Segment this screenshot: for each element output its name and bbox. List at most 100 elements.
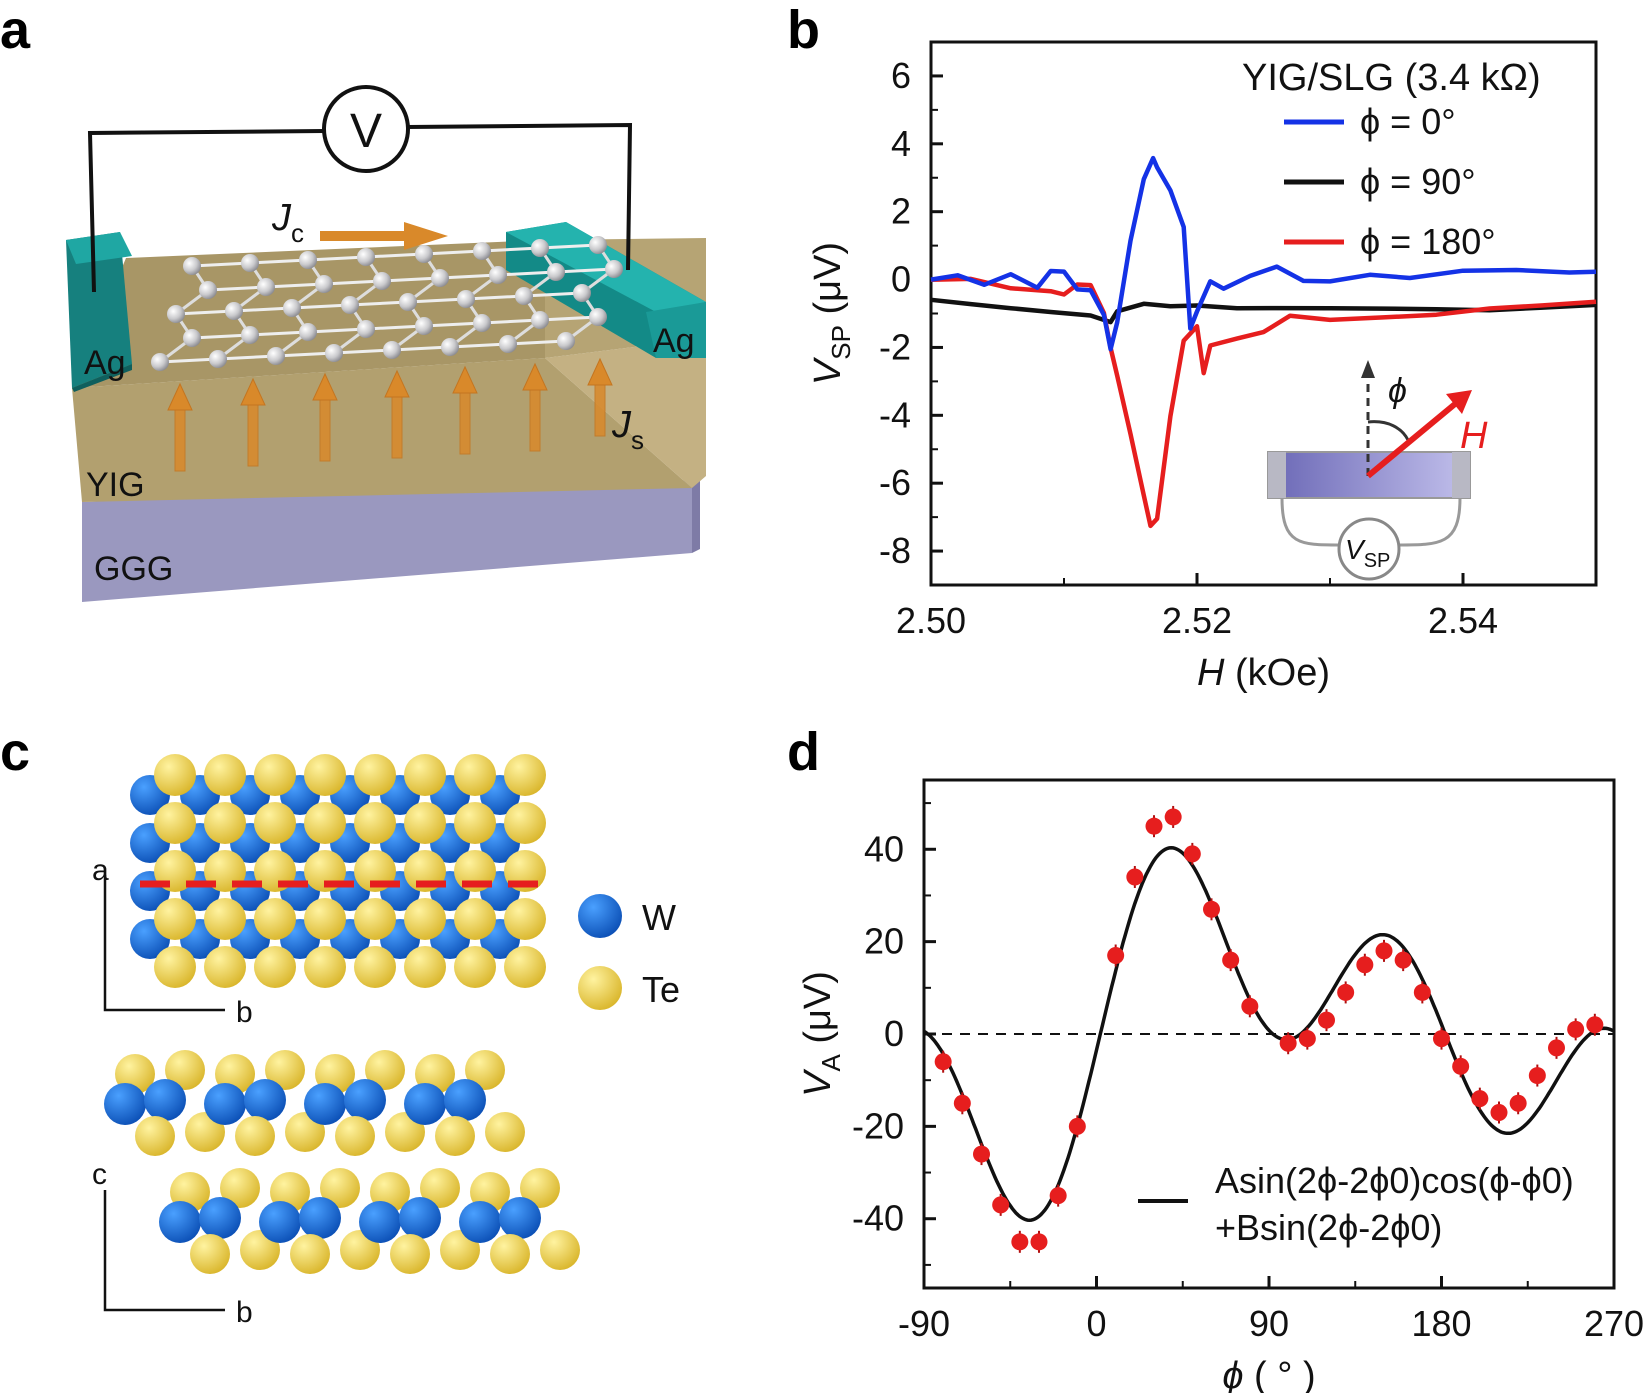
legend-te-swatch <box>578 966 622 1010</box>
te-atom <box>304 802 346 844</box>
panel-a-label: a <box>0 0 31 60</box>
series-line-phi-0 <box>930 155 1597 352</box>
carbon-atom <box>383 341 401 359</box>
te-atom <box>204 898 246 940</box>
inset-phi-label: ϕ <box>1388 372 1407 410</box>
te-atom <box>320 1168 360 1208</box>
te-atom <box>354 802 396 844</box>
te-atom <box>354 946 396 988</box>
spin-arrow <box>240 377 266 467</box>
data-point <box>1567 1020 1585 1038</box>
chart-b: 2.50 2.52 2.54 6 4 2 0 -2 -4 -6 -8 H (kOe) VSP (μV) <box>807 40 1598 694</box>
carbon-atom <box>283 299 301 317</box>
data-point <box>1337 983 1355 1001</box>
panel-b: b 2.50 2.52 2.54 6 4 2 0 -2 -4 -6 -8 H (kOe) VSP (μV… <box>787 0 1598 694</box>
voltmeter-label: V <box>350 105 382 158</box>
data-point <box>1318 1011 1335 1029</box>
carbon-atom <box>605 260 623 278</box>
spin-arrow <box>522 362 548 452</box>
w-atom <box>399 1197 441 1239</box>
y-tick-label: -20 <box>852 1105 904 1146</box>
legend-label: ϕ = 180° <box>1360 221 1496 262</box>
x-tick-label: 2.50 <box>896 600 966 641</box>
carbon-atom <box>557 332 575 350</box>
graphene-bond <box>539 315 599 322</box>
graphene-bond <box>365 252 425 259</box>
data-point <box>1375 942 1393 960</box>
y-tick-label: -4 <box>879 394 911 435</box>
carbon-atom <box>489 266 507 284</box>
graphene-bond <box>307 327 367 334</box>
te-atom <box>204 946 246 988</box>
spin-arrow <box>384 369 410 459</box>
y-tick-label: 20 <box>864 921 904 962</box>
carbon-atom <box>225 302 243 320</box>
data-point <box>1548 1039 1565 1057</box>
carbon-atom <box>531 311 549 329</box>
data-point <box>1164 808 1182 826</box>
inset-h-label: H <box>1460 415 1488 457</box>
data-point <box>1528 1067 1546 1085</box>
panel-c: c a b c b W Te <box>0 722 680 1329</box>
graphene-bond <box>481 318 541 325</box>
te-atom <box>290 1234 330 1274</box>
graphene-bond <box>391 345 451 352</box>
graphene-bond <box>365 324 425 331</box>
carbon-atom <box>341 296 359 314</box>
carbon-atom <box>415 317 433 335</box>
axis-ab <box>103 875 225 1012</box>
data-point <box>1433 1030 1450 1048</box>
spin-arrow <box>587 357 613 437</box>
carbon-atom <box>183 329 201 347</box>
panel-a: a <box>0 0 706 602</box>
te-atom <box>465 1050 505 1090</box>
w-atom <box>444 1079 486 1121</box>
carbon-atom <box>573 284 591 302</box>
te-atom <box>454 754 496 796</box>
graphene-bond <box>349 300 409 307</box>
legend-w-label: W <box>642 897 676 938</box>
te-atom <box>165 1050 205 1090</box>
graphene-bond <box>323 279 383 286</box>
carbon-atom <box>183 257 201 275</box>
data-point <box>1107 946 1125 964</box>
te-atom <box>404 802 446 844</box>
te-atom <box>504 802 546 844</box>
spin-arrow <box>452 365 478 455</box>
te-atom <box>135 1116 175 1156</box>
data-point <box>934 1053 952 1071</box>
graphene-bond <box>423 249 483 256</box>
data-point <box>1030 1233 1048 1251</box>
carbon-atom <box>167 305 185 323</box>
x-axis-label: H (kOe) <box>1197 652 1330 694</box>
w-atom <box>199 1197 241 1239</box>
data-point <box>1490 1104 1508 1122</box>
te-atom <box>520 1168 560 1208</box>
w-atom <box>159 1201 201 1243</box>
crystal-side-view <box>104 1050 580 1274</box>
yig-layer-right <box>545 338 706 488</box>
legend-label: ϕ = 0° <box>1360 101 1456 142</box>
carbon-atom <box>547 263 565 281</box>
data-point <box>1068 1117 1086 1135</box>
carbon-atom <box>589 236 607 254</box>
te-atom <box>304 946 346 988</box>
circuit-wire <box>406 122 633 271</box>
te-atom <box>204 802 246 844</box>
x-tick-label: -90 <box>898 1303 950 1344</box>
graphene-bond <box>275 351 335 358</box>
graphene-lattice <box>151 236 623 371</box>
y-tick-label: 2 <box>891 191 911 232</box>
y-tick-label: 0 <box>891 259 911 300</box>
data-point <box>1126 868 1144 886</box>
te-atom <box>540 1230 580 1270</box>
carbon-atom <box>241 326 259 344</box>
x-tick-label: 180 <box>1411 1303 1471 1344</box>
fit-legend-line2: +Bsin(2ϕ-2ϕ0) <box>1215 1207 1442 1248</box>
w-atom <box>204 1083 246 1125</box>
te-atom <box>490 1234 530 1274</box>
y-axis-label: VA (μV) <box>797 971 846 1097</box>
te-atom <box>390 1234 430 1274</box>
data-point <box>1049 1187 1067 1205</box>
